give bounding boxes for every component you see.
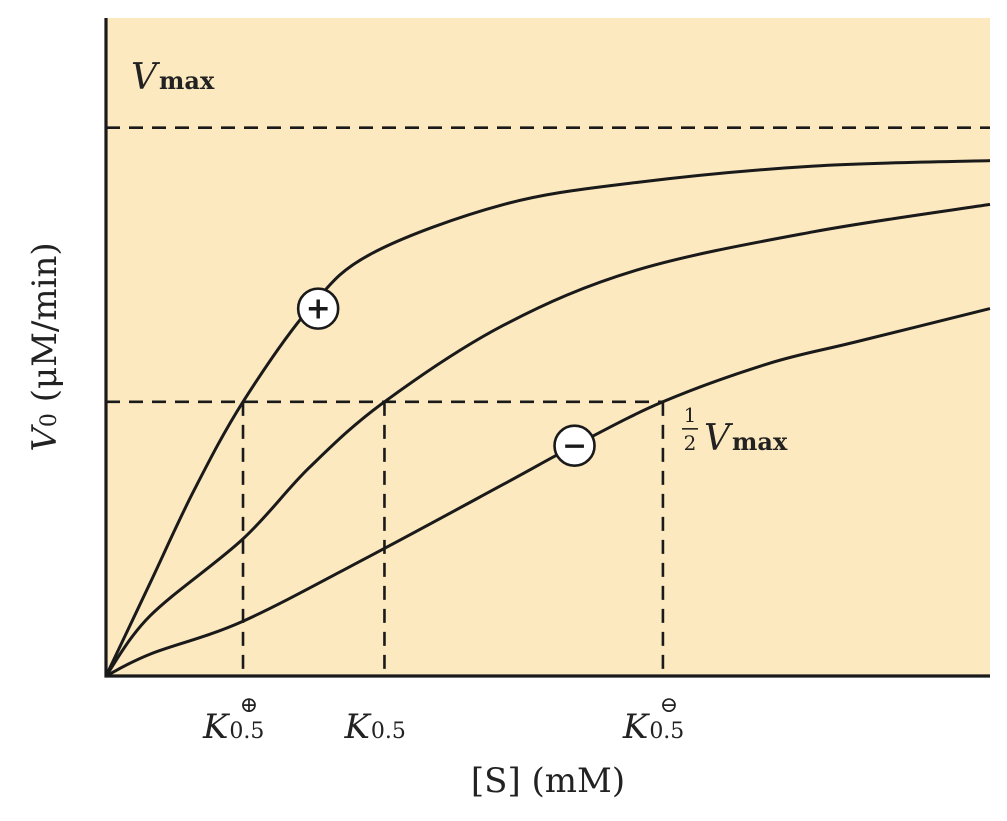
k05-label-3: K0.5 bbox=[622, 707, 684, 747]
positive-modulator-badge: + bbox=[296, 287, 340, 330]
vmax-label: Vmax bbox=[131, 57, 215, 98]
positive-modulator-curve bbox=[104, 159, 991, 677]
y-axis-label: V0 (μM/min) bbox=[25, 242, 65, 451]
plot-background bbox=[106, 18, 990, 676]
badge-circle bbox=[296, 287, 340, 330]
badge-symbol: − bbox=[562, 429, 587, 464]
badge-circle bbox=[553, 424, 596, 468]
half-fraction-numerator: 1 bbox=[684, 403, 697, 427]
no-modulator-curve bbox=[104, 202, 991, 677]
half-vmax-label: Vmax bbox=[704, 418, 788, 459]
half-fraction-denominator: 2 bbox=[684, 431, 697, 455]
negative-modulator-badge: − bbox=[553, 424, 596, 468]
k05-modulator-mark-1: ⊕ bbox=[240, 693, 258, 718]
k05-modulator-mark-3: ⊖ bbox=[660, 693, 678, 718]
k05-label-2: K0.5 bbox=[343, 707, 405, 747]
negative-modulator-curve bbox=[105, 307, 991, 678]
k05-label-1: K0.5 bbox=[202, 707, 264, 747]
badge-symbol: + bbox=[306, 292, 331, 327]
x-axis-label: [S] (mM) bbox=[471, 761, 625, 801]
